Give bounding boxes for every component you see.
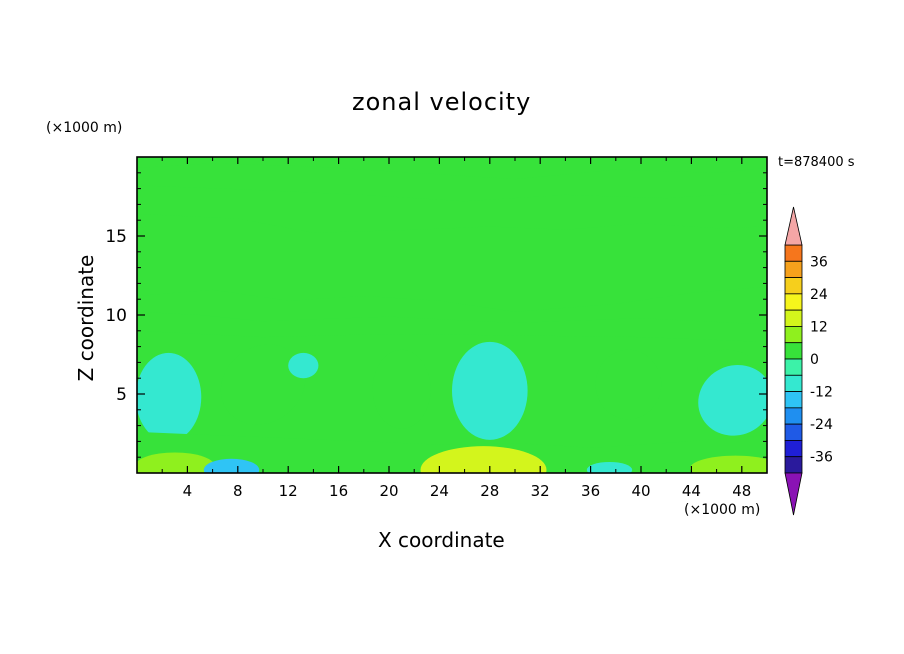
z-axis-units: (×1000 m) xyxy=(46,120,123,136)
colorbar-label: -24 xyxy=(810,417,833,433)
field-background xyxy=(137,157,767,473)
colorbar-bin xyxy=(784,260,803,278)
x-tick-label: 16 xyxy=(329,482,348,500)
colorbar-bin xyxy=(784,277,803,295)
mid-shear-band xyxy=(137,213,767,312)
colorbar: 36 24 12 0 -12 -24 -36 xyxy=(784,206,833,516)
colorbar-bin xyxy=(784,309,803,327)
colorbar-extend-max xyxy=(784,206,803,246)
y-tick-label: 5 xyxy=(116,385,127,405)
x-tick-label: 4 xyxy=(183,482,193,500)
colorbar-bin xyxy=(784,374,803,392)
x-tick-label: 28 xyxy=(480,482,499,500)
surface-jet-warm xyxy=(420,446,547,473)
neg-pocket-a xyxy=(137,352,202,442)
x-axis: 4 8 12 16 20 24 28 32 36 40 44 48 xyxy=(161,157,751,500)
y-tick-label: 10 xyxy=(105,306,127,326)
x-tick-label: 36 xyxy=(581,482,600,500)
y-axis-label: Z coordinate xyxy=(74,254,98,382)
neg-pocket-c xyxy=(698,364,767,436)
y-tick-label: 15 xyxy=(105,227,127,247)
colorbar-bin xyxy=(784,440,803,458)
x-tick-label: 8 xyxy=(233,482,243,500)
timestamp-label: t=878400 s xyxy=(778,155,855,170)
colorbar-bin xyxy=(784,293,803,311)
x-axis-label: X coordinate xyxy=(378,528,505,552)
colorbar-bin xyxy=(784,456,803,474)
x-tick-label: 24 xyxy=(430,482,449,500)
x-tick-label: 12 xyxy=(279,482,298,500)
colorbar-bin xyxy=(784,244,803,262)
colorbar-bin xyxy=(784,342,803,360)
colorbar-label: 12 xyxy=(810,319,828,335)
upper-shear-band xyxy=(137,163,767,202)
colorbar-label: -12 xyxy=(810,385,833,401)
surface-jet-west xyxy=(137,452,216,473)
y-axis: 5 10 15 xyxy=(105,172,767,458)
cell-c xyxy=(595,349,662,420)
x-tick-label: 48 xyxy=(732,482,751,500)
x-axis-units: (×1000 m) xyxy=(684,502,761,518)
x-tick-label: 40 xyxy=(631,482,650,500)
colorbar-bin xyxy=(784,423,803,441)
colorbar-label: 24 xyxy=(810,287,828,303)
colorbar-extend-min xyxy=(784,472,803,516)
neg-pocket-d xyxy=(288,352,319,379)
colorbar-label: 36 xyxy=(810,254,828,270)
colorbar-label: -36 xyxy=(810,450,833,466)
colorbar-bin xyxy=(784,407,803,425)
surface-jet-east xyxy=(690,455,767,473)
colorbar-bin xyxy=(784,358,803,376)
chart-title: zonal velocity xyxy=(352,88,532,116)
colorbar-bin xyxy=(784,326,803,344)
x-tick-label: 20 xyxy=(379,482,398,500)
mid-layer-strip xyxy=(137,311,767,342)
neg-pocket-b xyxy=(452,341,528,440)
colorbar-bin xyxy=(784,391,803,409)
cell-a xyxy=(220,344,306,425)
velocity-field xyxy=(137,157,767,473)
x-tick-label: 44 xyxy=(682,482,701,500)
surface-jet-cold xyxy=(203,458,260,473)
cell-b xyxy=(372,349,431,429)
x-tick-label: 32 xyxy=(531,482,550,500)
colorbar-label: 0 xyxy=(810,352,819,368)
surface-jet-cold-b xyxy=(586,461,633,473)
